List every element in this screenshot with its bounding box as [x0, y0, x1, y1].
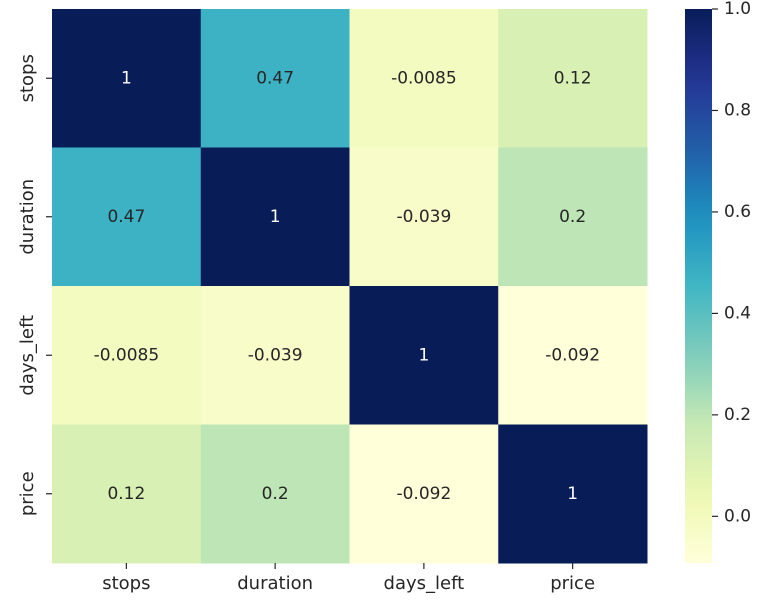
y-tick-label: days_left [17, 315, 38, 396]
cell-value-label: 1 [270, 207, 281, 227]
colorbar: 0.0 0.2 0.4 0.6 0.8 1.0 [685, 0, 751, 563]
heatmap-cell [498, 424, 648, 564]
cell-value-label: -0.092 [396, 484, 451, 504]
y-tick-label: duration [17, 179, 38, 255]
colorbar-tick-label: 0.2 [724, 405, 751, 425]
cell-value-label: 0.2 [559, 207, 586, 227]
x-tick-label: duration [237, 573, 313, 594]
y-tick-label: price [17, 471, 38, 516]
heatmap-cell [349, 9, 499, 148]
colorbar-tick-label: 1.0 [724, 0, 751, 19]
colorbar-tick-label: 0.0 [724, 506, 751, 526]
cell-value-label: 0.12 [554, 68, 592, 88]
heatmap-cell [52, 286, 202, 425]
y-tick-label: stops [17, 54, 38, 102]
heatmap-cell [200, 9, 350, 148]
x-tick-label: price [550, 573, 595, 594]
heatmap-cell [200, 147, 350, 287]
heatmap-cell [52, 424, 202, 564]
cell-value-label: 1 [567, 484, 578, 504]
cell-value-label: 1 [418, 345, 429, 365]
heatmap-cell [498, 9, 648, 148]
cell-value-label: -0.039 [396, 207, 451, 227]
cell-value-label: 0.47 [256, 68, 294, 88]
colorbar-tick-label: 0.8 [724, 100, 751, 120]
x-tick-label: stops [102, 573, 150, 594]
heatmap-cell [52, 9, 202, 148]
heatmap-cell [200, 424, 350, 564]
cell-value-label: -0.0085 [94, 345, 160, 365]
cell-value-label: -0.0085 [391, 68, 457, 88]
heatmap-cell [349, 286, 499, 425]
heatmap-cell [498, 286, 648, 425]
cell-value-label: 0.12 [107, 484, 145, 504]
colorbar-tick-label: 0.4 [724, 303, 751, 323]
cell-value-label: 1 [121, 68, 132, 88]
heatmap-annotations: 1 0.47 -0.0085 0.12 0.47 1 -0.039 0.2 -0.0085 -0.… [94, 68, 600, 504]
heatmap-cell [200, 286, 350, 425]
x-axis: stops duration days_left price [102, 563, 595, 594]
cell-value-label: -0.092 [545, 345, 600, 365]
cell-value-label: 0.47 [107, 207, 145, 227]
colorbar-gradient [685, 9, 712, 563]
x-tick-label: days_left [384, 573, 465, 594]
cell-value-label: 0.2 [262, 484, 289, 504]
cell-value-label: -0.039 [248, 345, 303, 365]
heatmap-cells [52, 9, 648, 564]
heatmap-cell [349, 147, 499, 287]
heatmap-cell [52, 147, 202, 287]
heatmap-cell [498, 147, 648, 287]
heatmap-cell [349, 424, 499, 564]
colorbar-tick-label: 0.6 [724, 202, 751, 222]
